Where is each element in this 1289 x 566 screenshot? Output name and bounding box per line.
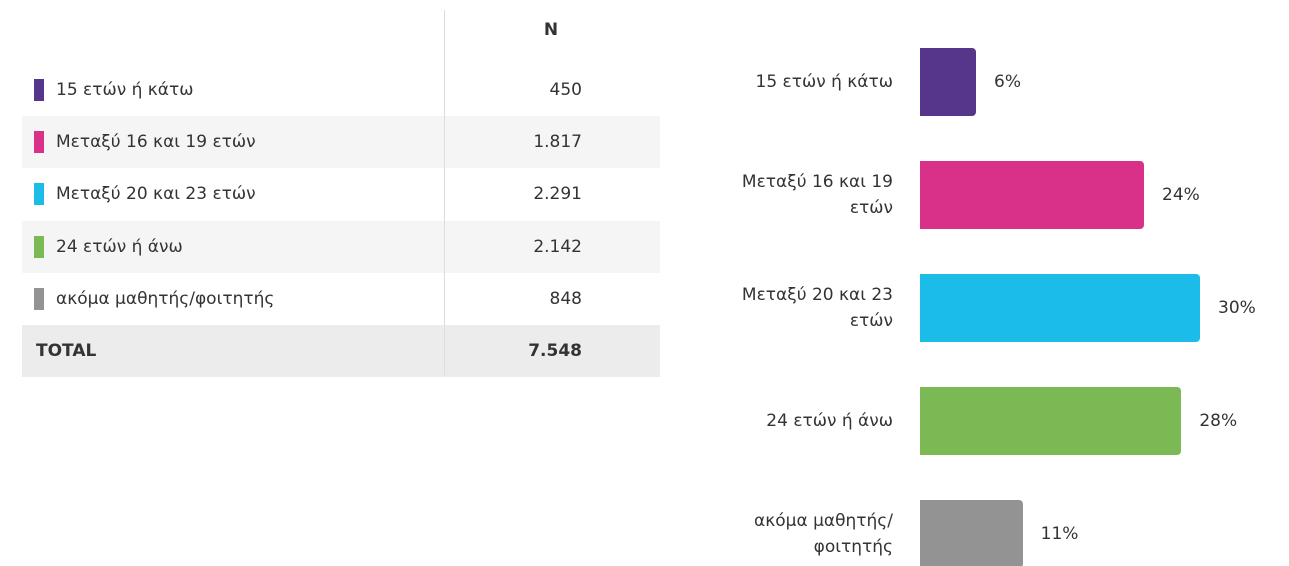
total-label: TOTAL [36,341,97,361]
bar [920,500,1023,566]
table-row: ακόμα μαθητής/φοιτητής 848 [22,272,660,325]
color-swatch [34,287,44,310]
column-divider [444,10,445,375]
table-row: 15 ετών ή κάτω 450 [22,64,660,116]
bar [920,161,1144,229]
table-row: Μεταξύ 16 και 19 ετών 1.817 [22,116,660,169]
category-label: ακόμα μαθητής/φοιτητής [754,511,893,557]
color-swatch [34,235,44,258]
value-label: 11% [1040,524,1079,544]
row-label: 24 ετών ή άνω [56,236,183,257]
value-label: 30% [1218,298,1256,318]
table-row: Μεταξύ 20 και 23 ετών 2.291 [22,168,660,221]
total-value: 7.548 [528,341,582,361]
bar [920,48,976,116]
table-row: 24 ετών ή άνω 2.142 [22,220,660,273]
category-label: Μεταξύ 20 και 23 ετών [741,285,893,331]
row-label: ακόμα μαθητής/φοιτητής [56,288,275,309]
row-label: Μεταξύ 20 και 23 ετών [56,184,256,205]
table-header: N [543,20,559,40]
row-value: 2.142 [533,236,582,257]
color-swatch [34,79,44,101]
category-label: Μεταξύ 16 και 19 ετών [741,172,893,218]
row-value: 450 [549,80,582,100]
category-label: 15 ετών ή κάτω [755,72,893,92]
bar [920,387,1182,455]
color-swatch [34,183,44,206]
value-label: 28% [1199,411,1238,431]
value-label: 24% [1162,185,1200,205]
value-label: 6% [994,72,1021,92]
total-row: TOTAL 7.548 [22,325,660,377]
row-label: 15 ετών ή κάτω [56,80,194,100]
row-label: Μεταξύ 16 και 19 ετών [56,132,256,153]
bar [920,274,1200,342]
category-label: 24 ετών ή άνω [766,411,893,431]
color-swatch [34,131,44,154]
row-value: 2.291 [533,184,582,205]
row-value: 1.817 [533,132,582,153]
row-value: 848 [549,288,582,309]
